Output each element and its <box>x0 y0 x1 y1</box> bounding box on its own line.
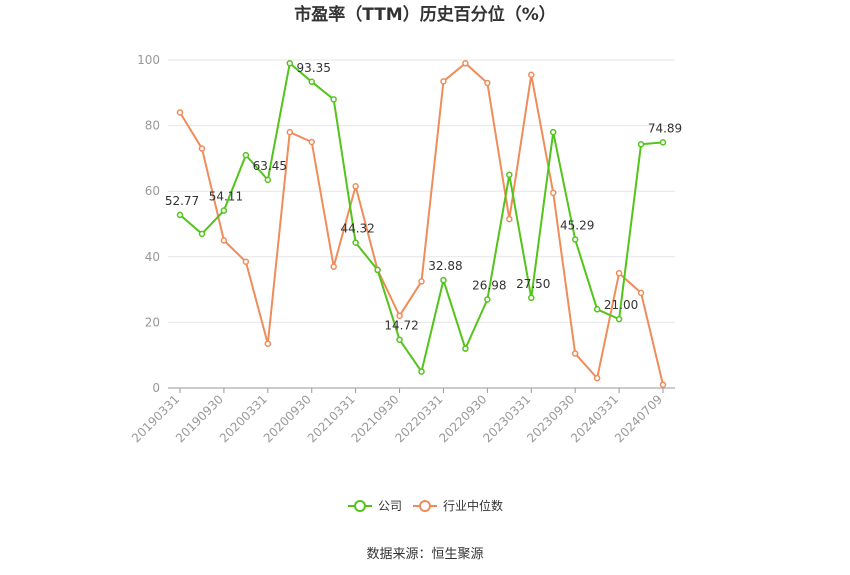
data-point-company <box>418 368 425 375</box>
legend-label: 公司 <box>378 499 402 513</box>
data-point-industry <box>593 374 601 382</box>
data-point-industry <box>242 258 250 265</box>
data-point-industry <box>440 78 447 85</box>
data-point-company <box>571 236 579 243</box>
chart-title: 市盈率（TTM）历史百分位（%） <box>294 4 556 25</box>
data-point-company <box>659 139 667 146</box>
data-point-company <box>549 128 557 136</box>
data-point-company <box>198 230 206 238</box>
y-tick-label: 60 <box>145 184 160 198</box>
data-point-company <box>462 345 469 352</box>
data-point-industry <box>352 183 359 190</box>
data-point-industry <box>396 312 403 320</box>
data-point-industry <box>462 60 469 67</box>
data-point-company <box>528 294 535 302</box>
data-point-company <box>176 211 184 219</box>
data-label: 26.98 <box>472 279 506 293</box>
data-point-company <box>440 276 447 284</box>
data-point-industry <box>286 128 294 136</box>
data-label: 27.50 <box>516 277 550 291</box>
data-label: 44.32 <box>340 222 374 236</box>
data-point-company <box>484 296 491 303</box>
axes: 0204060801002019033120190930202003312020… <box>129 53 675 445</box>
series-layer <box>176 60 667 388</box>
data-point-company <box>593 306 601 313</box>
y-tick-label: 20 <box>145 315 160 329</box>
data-point-industry <box>528 71 535 79</box>
data-label: 93.35 <box>297 61 331 75</box>
data-point-company <box>286 60 294 67</box>
data-point-company <box>220 207 228 214</box>
source-note: 数据来源：恒生聚源 <box>366 547 483 562</box>
data-label: 45.29 <box>560 218 594 232</box>
data-point-company <box>352 239 359 246</box>
data-point-industry <box>264 340 272 347</box>
data-point-industry <box>308 138 315 146</box>
y-tick-label: 40 <box>145 250 160 264</box>
data-label: 14.72 <box>384 319 418 333</box>
data-point-company <box>308 78 315 86</box>
y-tick-label: 100 <box>137 53 160 67</box>
data-point-industry <box>506 215 513 223</box>
data-point-industry <box>571 350 579 357</box>
data-point-company <box>374 266 381 274</box>
data-point-industry <box>176 109 184 116</box>
legend-item-company[interactable]: 公司 <box>348 499 402 513</box>
data-point-company <box>396 336 403 343</box>
data-point-company <box>264 176 272 184</box>
y-tick-label: 0 <box>152 381 160 395</box>
legend-label: 行业中位数 <box>443 498 503 513</box>
grid <box>168 59 675 323</box>
series-line-company <box>179 62 664 373</box>
data-point-industry <box>615 269 623 277</box>
y-tick-label: 80 <box>145 119 160 133</box>
data-point-company <box>637 141 645 148</box>
data-label: 63.45 <box>253 159 287 173</box>
data-label: 52.77 <box>165 194 199 208</box>
data-label: 32.88 <box>428 259 462 273</box>
data-point-industry <box>659 381 667 388</box>
data-point-industry <box>549 189 557 197</box>
data-point-company <box>330 96 337 103</box>
data-point-industry <box>198 145 206 152</box>
data-point-company <box>506 171 513 179</box>
legend-marker <box>419 500 431 512</box>
x-tick-label: 20240709 <box>612 392 665 445</box>
data-label: 54.11 <box>209 190 243 204</box>
data-label: 21.00 <box>604 298 638 312</box>
legend: 公司 行业中位数 <box>348 498 503 513</box>
data-labels: 52.77 54.11 63.45 93.35 44.32 14.72 32.88 26.98… <box>165 61 682 333</box>
data-point-industry <box>637 289 645 297</box>
data-point-industry <box>330 263 337 270</box>
legend-marker <box>354 500 366 512</box>
data-point-company <box>242 151 250 159</box>
data-label: 74.89 <box>648 121 682 135</box>
data-point-industry <box>418 278 425 285</box>
data-point-industry <box>484 79 491 87</box>
data-point-industry <box>220 237 228 244</box>
data-point-company <box>615 315 623 323</box>
legend-item-industry[interactable]: 行业中位数 <box>413 498 503 513</box>
